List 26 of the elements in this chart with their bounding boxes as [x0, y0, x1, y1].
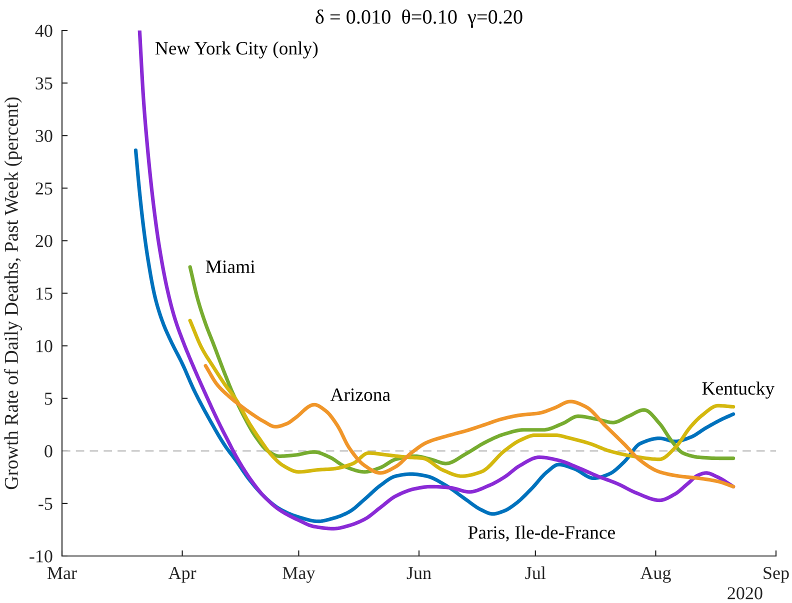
x-tick-label: Sep: [764, 566, 789, 583]
chart-title: δ = 0.010 θ=0.10 γ=0.20: [316, 9, 522, 28]
text: 2020: [728, 587, 762, 600]
series-label: Paris, Ile-de-France: [468, 526, 615, 542]
x-tick-label: Jul: [525, 566, 546, 580]
series-label: Kentucky: [702, 382, 775, 399]
y-tick-label: 0: [44, 445, 52, 458]
y-tick-label: 15: [36, 288, 52, 300]
x-tick-label: Aug: [640, 566, 671, 583]
y-tick-label: 35: [36, 77, 52, 90]
y-tick-label: 25: [36, 182, 52, 195]
x-tick-label: Apr: [168, 567, 196, 583]
series-label: New York City (only): [155, 41, 318, 58]
x-tick-label: Jun: [406, 567, 432, 580]
y-tick-label: 40: [35, 24, 52, 37]
y-tick-label: -10: [30, 550, 52, 562]
y-tick-label: -5: [38, 498, 52, 510]
y-axis-title: Growth Rate of Daily Deaths, Past Week (percent): [4, 97, 22, 490]
x-tick-label: May: [282, 567, 316, 583]
y-tick-label: 20: [36, 234, 52, 248]
y-tick-label: 10: [36, 340, 52, 352]
x-tick-label: Mar: [47, 567, 77, 580]
series-label: Arizona: [330, 388, 390, 402]
y-tick-label: 30: [36, 130, 52, 142]
y-tick-label: 5: [44, 392, 52, 405]
series-label: Miami: [206, 260, 255, 274]
